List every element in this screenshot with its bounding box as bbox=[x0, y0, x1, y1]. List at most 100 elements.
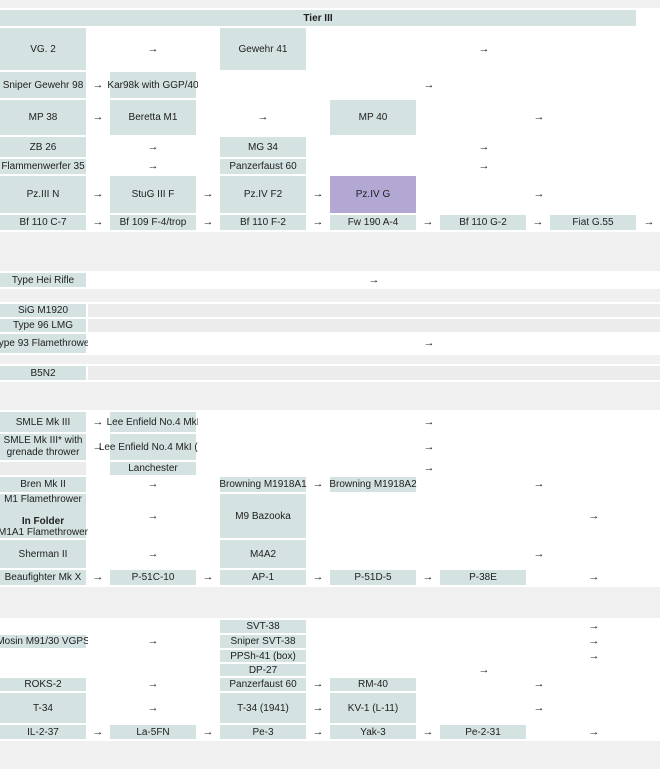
tech-item-beretta-m1[interactable]: Beretta M1 bbox=[110, 100, 196, 135]
tech-tree-row: Mosin M91/30 VGPS → Sniper SVT-38 → bbox=[0, 635, 660, 648]
tech-item-mosin-m91-30-vgps[interactable]: Mosin M91/30 VGPS bbox=[0, 635, 90, 648]
tech-tree-row: Sniper Gewehr 98 → Kar98k with GGP/40 → bbox=[0, 72, 660, 98]
tech-item-bf-109-f-4-trop[interactable]: Bf 109 F-4/trop bbox=[110, 215, 196, 230]
tech-item-m1-flamethrower[interactable]: M1 Flamethrower In Folder M1A1 Flamethrowe… bbox=[0, 494, 88, 538]
arrow-right-icon: → bbox=[533, 547, 545, 560]
tech-item-label: Lee Enfield No.4 MkI (T) bbox=[98, 441, 208, 453]
empty-slot-cell bbox=[88, 304, 660, 317]
tech-item-sniper-svt-38[interactable]: Sniper SVT-38 bbox=[220, 635, 306, 648]
unlock-arrow-cell: → bbox=[88, 477, 218, 492]
tech-item-mg-34[interactable]: MG 34 bbox=[220, 137, 306, 157]
tech-item-pz-iv-f2[interactable]: Pz.IV F2 bbox=[220, 176, 306, 213]
tech-tree-row: PPSh-41 (box) → bbox=[0, 650, 660, 662]
tech-item-dp-27[interactable]: DP-27 bbox=[220, 664, 306, 676]
tech-item-la-5fn[interactable]: La-5FN bbox=[110, 725, 196, 739]
tech-item-stug-iii-f[interactable]: StuG III F bbox=[110, 176, 196, 213]
unlock-arrow-cell: → bbox=[418, 570, 438, 585]
unlock-arrow-cell: → bbox=[88, 28, 218, 70]
tech-item-mp-38[interactable]: MP 38 bbox=[0, 100, 86, 135]
tech-item-pe-3[interactable]: Pe-3 bbox=[220, 725, 306, 739]
tech-tree-row: Bf 110 C-7 → Bf 109 F-4/trop → Bf 110 F-2 → Fw… bbox=[0, 215, 660, 230]
tech-item-m4a2[interactable]: M4A2 bbox=[220, 540, 306, 568]
tech-item-label: MP 38 bbox=[28, 112, 58, 123]
tech-item-mp-40[interactable]: MP 40 bbox=[330, 100, 416, 135]
tech-tree-row: SiG M1920 bbox=[0, 304, 660, 317]
arrow-right-icon: → bbox=[147, 140, 159, 153]
tech-item-label: Beretta M1 bbox=[128, 112, 178, 123]
tech-item-ap-1[interactable]: AP-1 bbox=[220, 570, 306, 585]
tech-item-p-51c-10[interactable]: P-51C-10 bbox=[110, 570, 196, 585]
unlock-arrow-cell: → bbox=[88, 540, 218, 568]
tech-item-il-2-37[interactable]: IL-2-37 bbox=[0, 725, 86, 739]
unlock-arrow-cell: → bbox=[88, 176, 108, 213]
tech-item-pe-2-31[interactable]: Pe-2-31 bbox=[440, 725, 526, 739]
tech-item-kv-1-l-11[interactable]: KV-1 (L-11) bbox=[330, 693, 416, 723]
tech-item-lee-enfield-no-4-mki[interactable]: Lee Enfield No.4 MkI bbox=[107, 412, 199, 432]
tech-item-beaufighter-mk-x[interactable]: Beaufighter Mk X bbox=[0, 570, 86, 585]
unlock-arrow-cell: → bbox=[88, 434, 108, 460]
tech-item-fw-190-a-4[interactable]: Fw 190 A-4 bbox=[330, 215, 416, 230]
unlock-arrow-cell: → bbox=[198, 725, 218, 739]
arrow-right-icon: → bbox=[92, 216, 104, 228]
tech-item-browning-m1918a1[interactable]: Browning M1918A1 bbox=[219, 477, 307, 492]
tech-item-rm-40[interactable]: RM-40 bbox=[330, 678, 416, 691]
tech-item-sniper-gewehr-98[interactable]: Sniper Gewehr 98 bbox=[0, 72, 86, 98]
tech-tree-row: Type Hei Rifle → bbox=[0, 273, 660, 287]
arrow-right-icon: → bbox=[533, 478, 545, 490]
tech-item-label: Panzerfaust 60 bbox=[229, 679, 297, 690]
tech-item-p-51d-5[interactable]: P-51D-5 bbox=[330, 570, 416, 585]
tech-item-yak-3[interactable]: Yak-3 bbox=[330, 725, 416, 739]
tech-item-panzerfaust-60[interactable]: Panzerfaust 60 bbox=[220, 159, 306, 174]
tech-item-label: Flammenwerfer 35 bbox=[1, 161, 85, 172]
blank-cell bbox=[308, 650, 526, 662]
tech-item-bf-110-f-2[interactable]: Bf 110 F-2 bbox=[220, 215, 306, 230]
tech-item-smle-mk-iii[interactable]: SMLE Mk III bbox=[0, 412, 86, 432]
tech-tree-table-ussr: SVT-38 → Mosin M91/30 VGPS → Sniper SVT-38 → P… bbox=[0, 618, 660, 741]
tech-item-type-hei-rifle[interactable]: Type Hei Rifle bbox=[0, 273, 86, 287]
tech-item-b5n2[interactable]: B5N2 bbox=[0, 366, 86, 380]
unlock-arrow-cell: → bbox=[308, 159, 660, 174]
tech-item-type-93-flamethrower[interactable]: Type 93 Flamethrower bbox=[0, 334, 93, 353]
tech-item-zb-26[interactable]: ZB 26 bbox=[0, 137, 86, 157]
tech-item-sig-m1920[interactable]: SiG M1920 bbox=[0, 304, 86, 317]
tech-item-kar98k-with-ggp-40[interactable]: Kar98k with GGP/40 bbox=[107, 72, 199, 98]
tech-item-sherman-ii[interactable]: Sherman II bbox=[0, 540, 86, 568]
tech-item-fiat-g-55[interactable]: Fiat G.55 bbox=[550, 215, 636, 230]
tech-item-vg-2[interactable]: VG. 2 bbox=[0, 28, 86, 70]
tech-item-t-34[interactable]: T-34 bbox=[0, 693, 86, 723]
tech-item-svt-38[interactable]: SVT-38 bbox=[220, 620, 306, 633]
tech-item-m9-bazooka[interactable]: M9 Bazooka bbox=[220, 494, 306, 538]
tech-item-lanchester[interactable]: Lanchester bbox=[110, 462, 196, 475]
tech-item-t-34-1941[interactable]: T-34 (1941) bbox=[220, 693, 306, 723]
tech-item-flammenwerfer-35[interactable]: Flammenwerfer 35 bbox=[0, 159, 86, 174]
tech-item-p-38e[interactable]: P-38E bbox=[440, 570, 526, 585]
tech-item-label: ROKS-2 bbox=[24, 679, 62, 690]
tech-item-bf-110-g-2[interactable]: Bf 110 G-2 bbox=[440, 215, 526, 230]
unlock-arrow-cell: → bbox=[88, 693, 218, 723]
arrow-right-icon: → bbox=[423, 78, 435, 91]
arrow-right-icon: → bbox=[422, 216, 434, 228]
tech-item-gewehr-41[interactable]: Gewehr 41 bbox=[220, 28, 306, 70]
tech-item-pz-iii-n[interactable]: Pz.III N bbox=[0, 176, 86, 213]
tech-item-type-96-lmg[interactable]: Type 96 LMG bbox=[0, 319, 86, 332]
tech-tree-row: SMLE Mk III* with grenade thrower → Lee En… bbox=[0, 434, 660, 460]
tech-item-label: Bren Mk II bbox=[20, 479, 66, 490]
tech-item-bf-110-c-7[interactable]: Bf 110 C-7 bbox=[0, 215, 86, 230]
tech-tree-row: ZB 26 → MG 34 → bbox=[0, 137, 660, 157]
tech-item-bren-mk-ii[interactable]: Bren Mk II bbox=[0, 477, 86, 492]
empty-slot-cell bbox=[88, 366, 660, 380]
tech-item-label: Bf 109 F-4/trop bbox=[119, 217, 187, 228]
tech-item-label: DP-27 bbox=[248, 664, 278, 676]
tech-item-lee-enfield-no-4-mki-t[interactable]: Lee Enfield No.4 MkI (T) bbox=[99, 434, 207, 460]
tech-item-smle-mk-iii-with-grenade-thrower[interactable]: SMLE Mk III* with grenade thrower bbox=[0, 434, 86, 460]
tech-item-panzerfaust-60[interactable]: Panzerfaust 60 bbox=[220, 678, 306, 691]
unlock-arrow-cell: → bbox=[308, 725, 328, 739]
unlock-arrow-cell: → bbox=[308, 570, 328, 585]
tech-item-roks-2[interactable]: ROKS-2 bbox=[0, 678, 86, 691]
tech-item-pz-iv-g[interactable]: Pz.IV G bbox=[330, 176, 416, 213]
tech-tree-table-germany-tier3: Tier III VG. 2 → Gewehr 41 → Sniper Gewehr 98… bbox=[0, 8, 660, 232]
tech-item-ppsh-41-box[interactable]: PPSh-41 (box) bbox=[220, 650, 306, 662]
arrow-right-icon: → bbox=[147, 547, 159, 560]
arrow-right-icon: → bbox=[312, 725, 324, 738]
tech-item-browning-m1918a2[interactable]: Browning M1918A2 bbox=[329, 477, 417, 492]
